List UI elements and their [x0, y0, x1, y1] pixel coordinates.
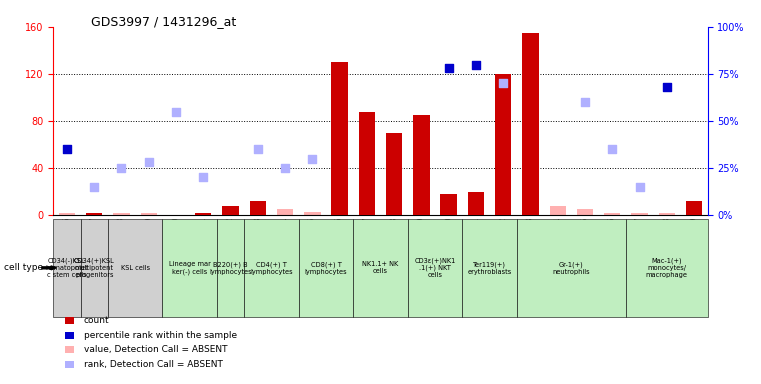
Point	[252, 146, 264, 152]
Bar	[86, 213, 102, 215]
Bar	[604, 213, 620, 215]
Text: CD34(-)KSL
hematopoiet
c stem cells: CD34(-)KSL hematopoiet c stem cells	[46, 258, 88, 278]
Point	[497, 80, 509, 86]
Bar	[331, 62, 348, 215]
Bar	[195, 213, 212, 215]
Text: rank, Detection Call = ABSENT: rank, Detection Call = ABSENT	[84, 360, 222, 369]
Point	[306, 156, 318, 162]
Point	[197, 174, 209, 180]
Point	[607, 146, 619, 152]
Bar	[522, 33, 539, 215]
Text: B220(+) B
lymphocytes: B220(+) B lymphocytes	[209, 261, 252, 275]
Text: Gr-1(+)
neutrophils: Gr-1(+) neutrophils	[552, 261, 591, 275]
Bar	[59, 213, 75, 215]
Text: Ter119(+)
erythroblasts: Ter119(+) erythroblasts	[467, 261, 511, 275]
Point	[579, 99, 591, 105]
Text: KSL cells: KSL cells	[120, 265, 150, 271]
Point	[661, 84, 673, 90]
Bar	[304, 212, 320, 215]
Point	[633, 184, 645, 190]
Bar	[222, 206, 239, 215]
Bar	[468, 192, 484, 215]
Bar	[195, 213, 212, 215]
Bar	[358, 112, 375, 215]
Text: Lineage mar
ker(-) cells: Lineage mar ker(-) cells	[169, 261, 211, 275]
Point	[470, 61, 482, 68]
Bar	[113, 213, 129, 215]
Bar	[141, 213, 157, 215]
Text: CD8(+) T
lymphocytes: CD8(+) T lymphocytes	[304, 261, 347, 275]
Text: Mac-1(+)
monocytes/
macrophage: Mac-1(+) monocytes/ macrophage	[646, 258, 688, 278]
Text: value, Detection Call = ABSENT: value, Detection Call = ABSENT	[84, 345, 228, 354]
Point	[142, 159, 154, 166]
Bar	[441, 194, 457, 215]
Text: CD3ε(+)NK1
.1(+) NKT
cells: CD3ε(+)NK1 .1(+) NKT cells	[415, 257, 456, 278]
Bar	[413, 115, 429, 215]
Bar	[549, 206, 566, 215]
Text: percentile rank within the sample: percentile rank within the sample	[84, 331, 237, 340]
Bar	[386, 133, 403, 215]
Point	[61, 146, 73, 152]
Text: NK1.1+ NK
cells: NK1.1+ NK cells	[362, 262, 399, 274]
Text: CD34(+)KSL
multipotent
progenitors: CD34(+)KSL multipotent progenitors	[74, 258, 115, 278]
Point	[279, 165, 291, 171]
Point	[116, 165, 128, 171]
Text: GDS3997 / 1431296_at: GDS3997 / 1431296_at	[91, 15, 237, 28]
Bar	[495, 74, 511, 215]
Bar	[632, 213, 648, 215]
Point	[170, 109, 182, 115]
Point	[443, 65, 455, 71]
Bar	[658, 213, 675, 215]
Text: count: count	[84, 316, 110, 325]
Bar	[277, 209, 293, 215]
Bar	[686, 201, 702, 215]
Bar	[250, 201, 266, 215]
Bar	[577, 209, 594, 215]
Point	[88, 184, 100, 190]
Text: CD4(+) T
lymphocytes: CD4(+) T lymphocytes	[250, 261, 293, 275]
Text: cell type: cell type	[4, 263, 43, 272]
Point	[388, 0, 400, 2]
